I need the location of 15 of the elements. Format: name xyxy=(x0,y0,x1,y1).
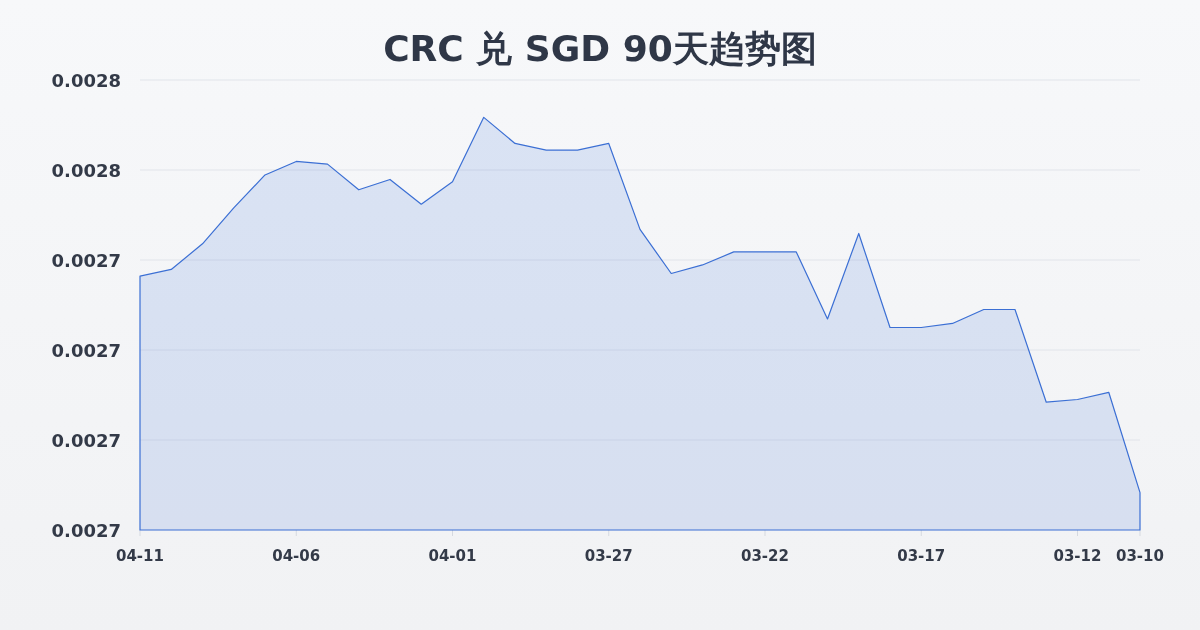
ytick-label: 0.0027 xyxy=(51,340,121,361)
xtick-label: 04-11 xyxy=(116,547,164,565)
title: CRC 兑 SGD 90天趋势图 xyxy=(383,28,817,69)
xtick-label: 03-17 xyxy=(897,547,946,565)
ytick-label: 0.0028 xyxy=(51,70,121,91)
xtick-label: 03-27 xyxy=(584,547,633,565)
xtick-label: 03-10 xyxy=(1116,547,1164,565)
ytick-label: 0.0028 xyxy=(51,160,121,181)
xtick-label: 03-12 xyxy=(1053,547,1102,565)
ytick-label: 0.0027 xyxy=(51,520,121,541)
xtick-label: 04-01 xyxy=(428,547,477,565)
xtick-label: 03-22 xyxy=(741,547,789,565)
ytick-label: 0.0027 xyxy=(51,430,121,451)
ytick-label: 0.0027 xyxy=(51,250,121,271)
xtick-label: 04-06 xyxy=(272,547,321,565)
